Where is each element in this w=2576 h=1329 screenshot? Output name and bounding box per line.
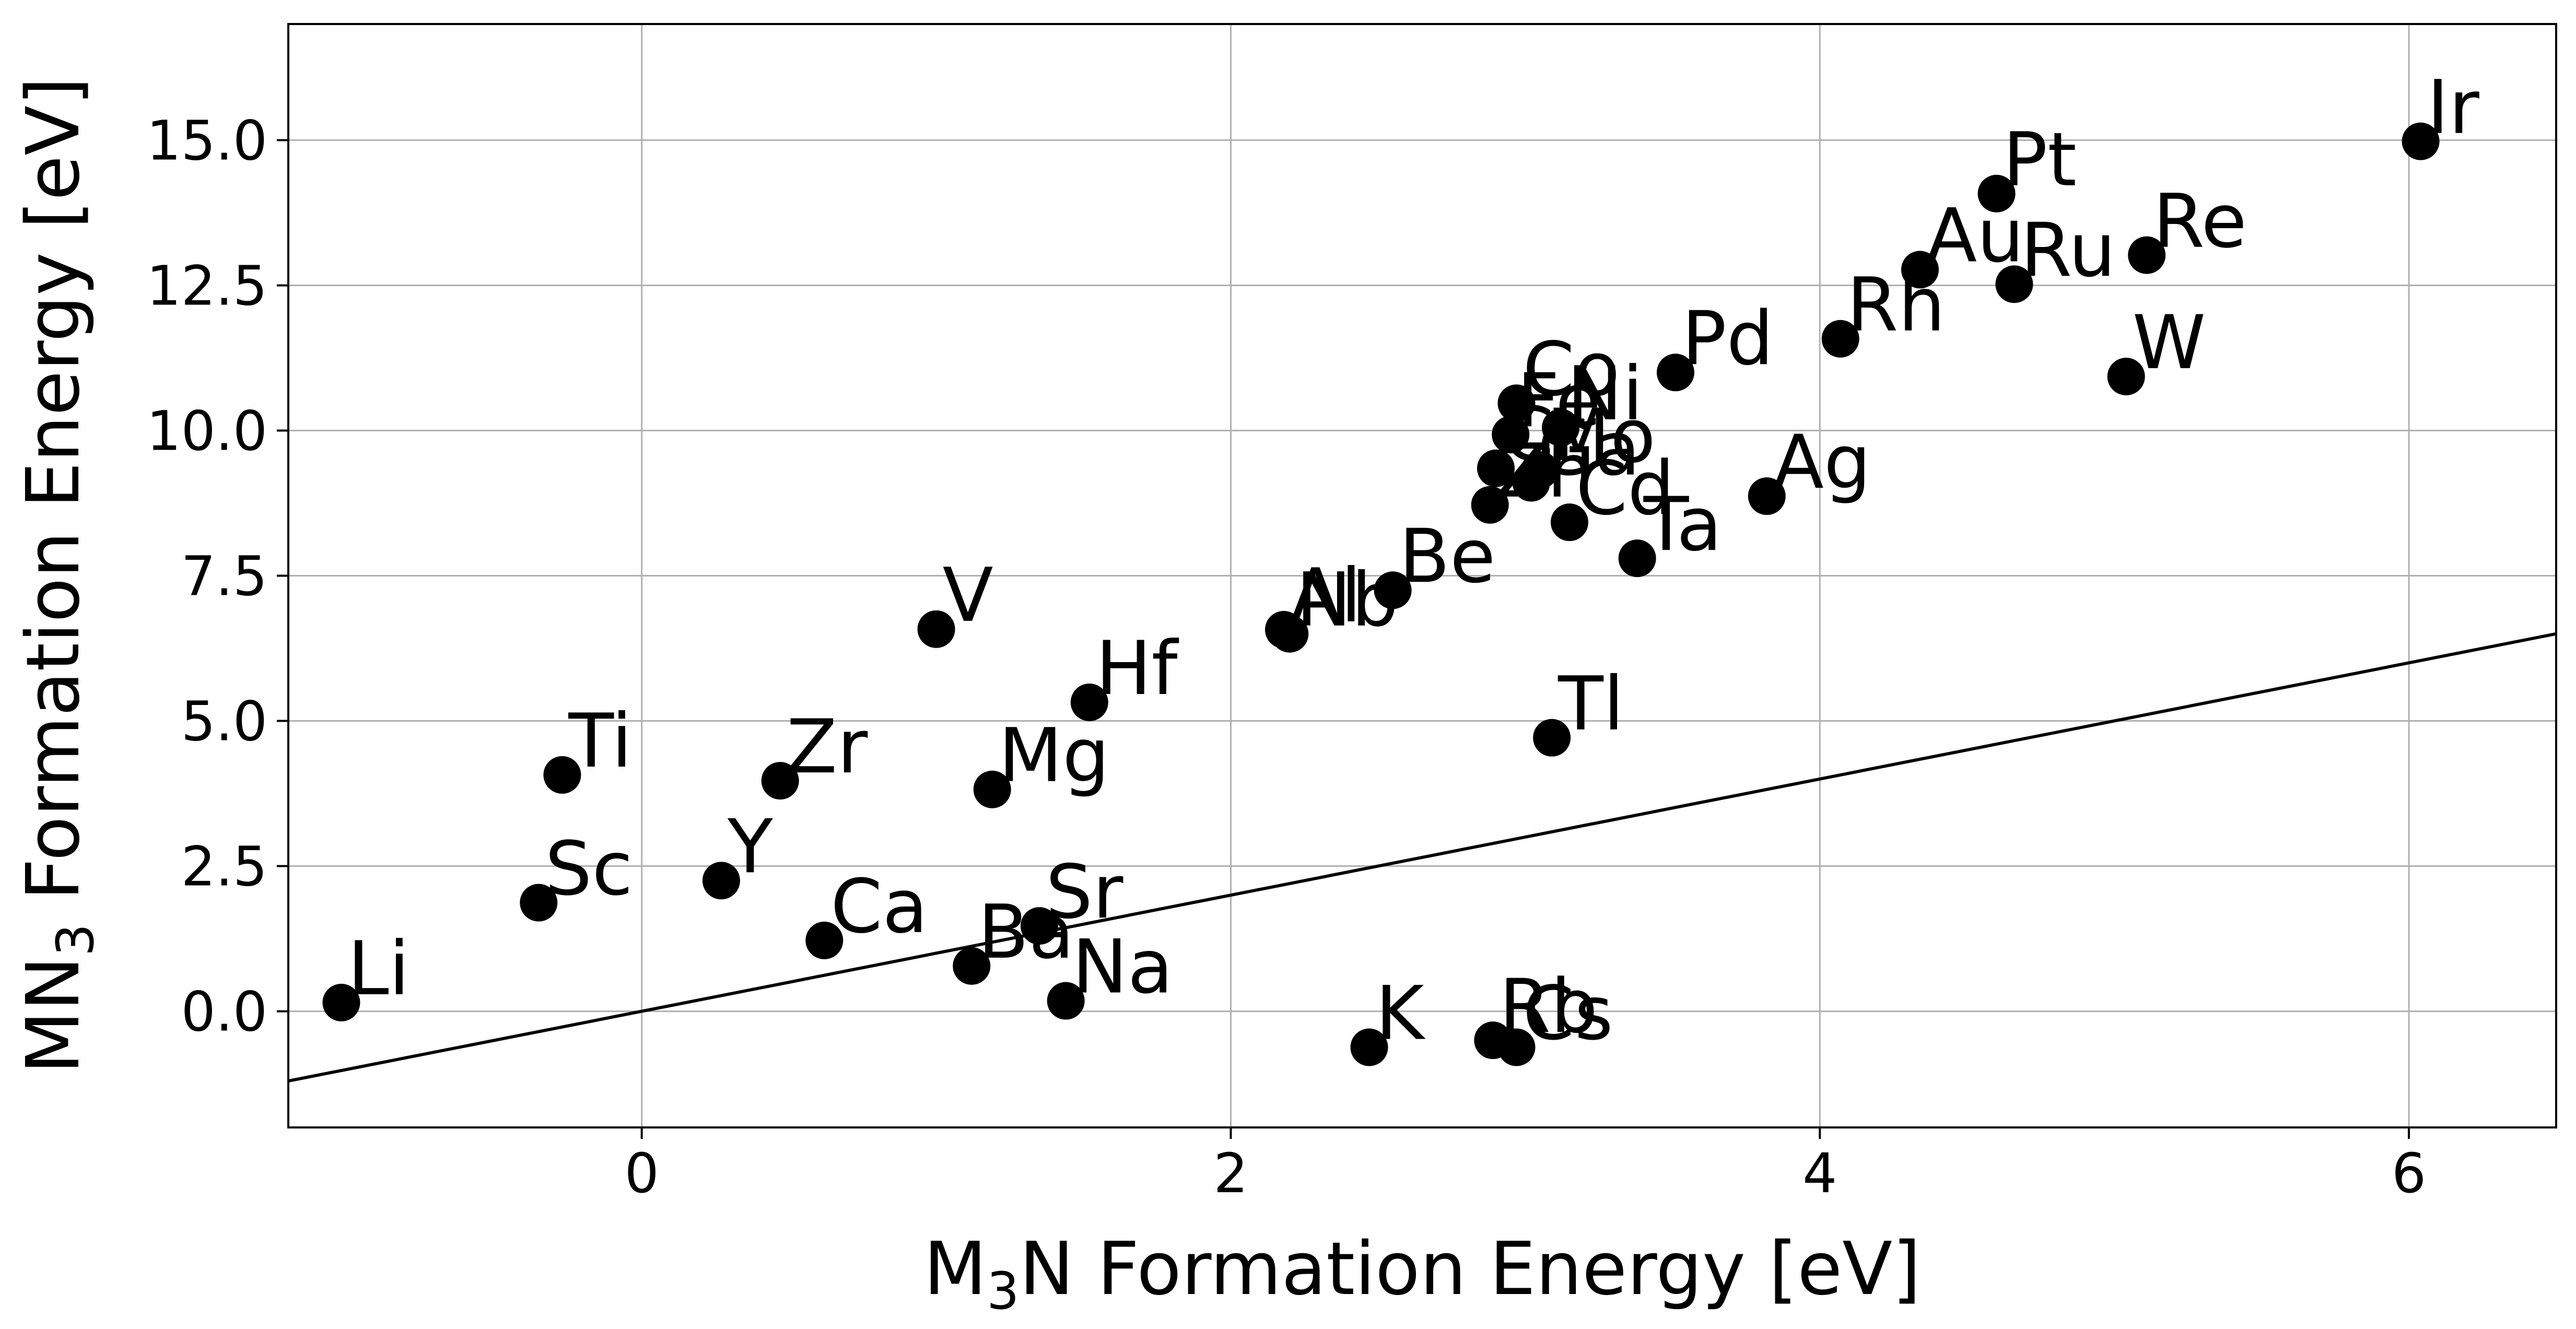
y-axis-label-pre: MN: [11, 956, 96, 1074]
data-label-co: Co: [1523, 326, 1620, 413]
data-point-pd: [1656, 354, 1694, 392]
data-label-tl: Tl: [1558, 661, 1624, 747]
data-point-ti: [543, 756, 581, 794]
y-tick-label: 5.0: [181, 690, 267, 754]
data-point-hf: [1070, 683, 1108, 721]
data-label-ba: Ba: [978, 889, 1074, 975]
data-point-sc: [520, 884, 558, 922]
data-point-ca: [805, 921, 844, 959]
data-point-ir: [2402, 122, 2440, 160]
y-tick-label: 12.5: [146, 254, 267, 317]
data-label-ag: Ag: [1773, 419, 1871, 505]
data-label-k: K: [1375, 971, 1426, 1057]
data-point-k: [1350, 1028, 1388, 1066]
y-axis-label-sub: 3: [46, 924, 106, 956]
data-point-w: [2107, 358, 2145, 396]
y-tick-label: 10.0: [146, 399, 267, 463]
x-tick-label: 2: [1213, 1142, 1248, 1205]
data-label-cd: Cd: [1576, 445, 1675, 532]
x-tick-label: 4: [1802, 1142, 1837, 1205]
data-point-cd: [1550, 503, 1588, 542]
data-point-fe: [1492, 416, 1530, 454]
data-label-rb: Rb: [1499, 963, 1598, 1050]
data-label-nb: Nb: [1296, 557, 1398, 643]
data-label-hf: Hf: [1096, 626, 1179, 712]
y-axis-ticks: 0.0 2.5 5.0 7.5 10.0 12.5 15.0: [146, 109, 288, 1044]
data-point-mo: [1521, 451, 1559, 489]
data-point-zn: [1471, 486, 1509, 524]
data-label-w: W: [2133, 300, 2206, 386]
data-label-mo: Mo: [1547, 393, 1656, 479]
data-label-pd: Pd: [1682, 296, 1774, 382]
y-tick-label: 15.0: [146, 109, 267, 172]
data-label-ni: Ni: [1567, 351, 1643, 437]
x-axis-ticks: 0 2 4 6: [625, 1127, 2426, 1205]
x-axis-label-post: N Formation Energy [eV]: [1020, 1227, 1921, 1312]
data-label-cr: Cr: [1502, 392, 1585, 478]
y-tick-label: 0.0: [181, 980, 267, 1044]
data-point-na: [1047, 982, 1085, 1020]
data-point-pt: [1977, 174, 2016, 213]
data-label-y: Y: [727, 804, 774, 890]
data-point-ni: [1542, 408, 1580, 446]
data-label-cs: Cs: [1523, 971, 1613, 1057]
data-point-cs: [1497, 1028, 1536, 1066]
data-point-y: [702, 862, 740, 900]
data-point-ta: [1618, 539, 1656, 578]
data-label-be: Be: [1399, 513, 1496, 599]
data-point-tl: [1533, 719, 1571, 757]
data-point-au: [1901, 251, 1939, 289]
reference-line-layer: [288, 632, 2557, 1083]
data-label-ir: Ir: [2427, 65, 2480, 151]
data-label-pt: Pt: [2003, 117, 2077, 203]
data-label-ru: Ru: [2020, 207, 2115, 293]
data-label-zr: Zr: [787, 704, 868, 790]
data-label-mg: Mg: [999, 713, 1110, 799]
data-point-rh: [1821, 320, 1859, 358]
data-label-li: Li: [348, 926, 410, 1012]
data-label-na: Na: [1072, 924, 1173, 1010]
x-axis-label: M3N Formation Energy [eV]: [923, 1227, 1921, 1321]
x-axis-label-sub: 3: [987, 1262, 1019, 1321]
data-label-au: Au: [1926, 193, 2024, 279]
y-axis-label-post: Formation Energy [eV]: [11, 77, 96, 923]
y-tick-label: 2.5: [181, 835, 267, 899]
data-label-sc: Sc: [545, 826, 633, 912]
data-label-ga: Ga: [1538, 406, 1641, 492]
data-label-sr: Sr: [1046, 849, 1123, 935]
data-label-zn: Zn: [1496, 428, 1594, 514]
data-point-li: [322, 983, 360, 1021]
grid: [288, 24, 2556, 1127]
data-point-re: [2128, 236, 2166, 274]
data-point-be: [1374, 571, 1412, 609]
x-tick-label: 6: [2392, 1142, 2426, 1205]
data-points: [322, 122, 2440, 1066]
y-axis-label: MN3 Formation Energy [eV]: [11, 77, 106, 1074]
data-label-ca: Ca: [830, 864, 928, 950]
data-label-ta: Ta: [1643, 481, 1722, 568]
data-label-fe: Fe: [1517, 358, 1601, 444]
data-point-co: [1497, 384, 1536, 422]
x-axis-label-pre: M: [923, 1227, 987, 1312]
reference-line: [288, 632, 2557, 1083]
y-tick-label: 7.5: [181, 545, 267, 608]
data-point-ru: [1995, 265, 2033, 303]
data-point-mg: [973, 770, 1011, 808]
data-label-v: V: [943, 552, 993, 639]
data-point-nb: [1271, 615, 1309, 653]
data-point-sr: [1020, 907, 1058, 945]
data-point-cr: [1477, 449, 1515, 487]
data-point-v: [917, 610, 955, 648]
data-point-zr: [761, 762, 799, 800]
data-point-ba: [953, 947, 991, 985]
data-label-re: Re: [2153, 179, 2247, 265]
data-point-ag: [1748, 477, 1786, 515]
x-tick-label: 0: [625, 1142, 659, 1205]
data-label-al: Al: [1290, 553, 1362, 639]
data-label-ti: Ti: [568, 698, 632, 784]
data-label-rh: Rh: [1847, 262, 1946, 348]
